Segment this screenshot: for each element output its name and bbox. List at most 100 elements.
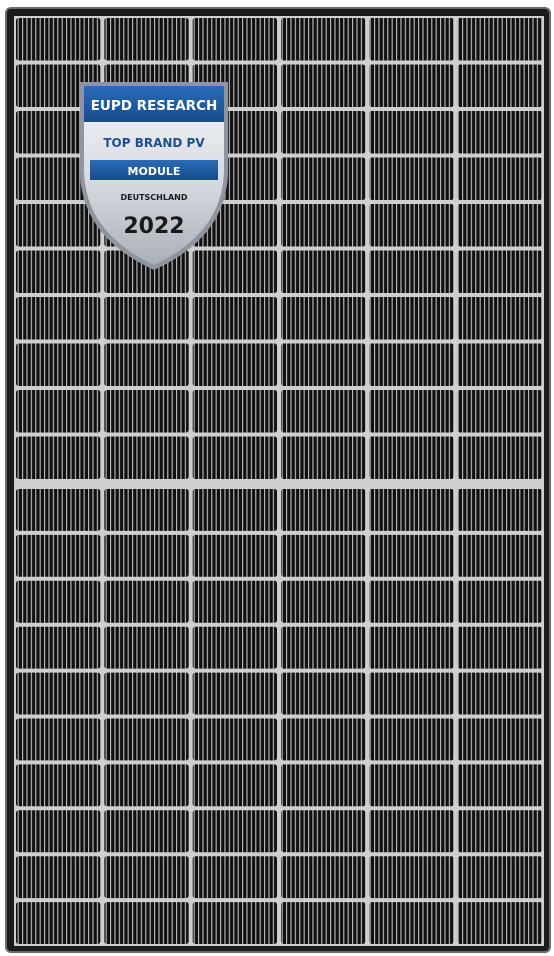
solar-cell [192, 436, 277, 479]
solar-cell [192, 856, 277, 899]
solar-cell [281, 810, 366, 853]
solar-cell [281, 297, 366, 340]
solar-cell [457, 764, 542, 807]
solar-cell [192, 626, 277, 669]
solar-cell [369, 297, 454, 340]
solar-cell [457, 718, 542, 761]
solar-cell [457, 250, 542, 293]
solar-cell [104, 580, 189, 623]
solar-cell [192, 718, 277, 761]
solar-cell [192, 580, 277, 623]
solar-cell [104, 534, 189, 577]
solar-cell [16, 297, 101, 340]
solar-cell [281, 856, 366, 899]
solar-cell [457, 297, 542, 340]
solar-cell [369, 764, 454, 807]
center-split-line [14, 481, 544, 487]
solar-cell [281, 534, 366, 577]
badge-category-text: MODULE [128, 165, 181, 178]
solar-cell [281, 157, 366, 200]
solar-cell [281, 718, 366, 761]
badge-category-band [90, 160, 218, 180]
cell-grid [16, 18, 542, 944]
solar-cell [192, 18, 277, 61]
solar-cell [104, 626, 189, 669]
solar-cell [281, 436, 366, 479]
solar-cell [281, 64, 366, 107]
solar-cell [457, 390, 542, 433]
solar-cell [281, 626, 366, 669]
solar-cell [457, 489, 542, 531]
solar-cell [369, 250, 454, 293]
solar-cell [104, 390, 189, 433]
solar-cell [192, 489, 277, 531]
solar-cell [104, 902, 189, 944]
solar-cell [457, 436, 542, 479]
badge-region-text: DEUTSCHLAND [120, 193, 187, 202]
solar-cell [369, 856, 454, 899]
solar-cell [369, 902, 454, 944]
solar-cell [369, 626, 454, 669]
solar-cell [104, 810, 189, 853]
solar-cell [104, 718, 189, 761]
solar-cell [104, 436, 189, 479]
solar-cell [192, 390, 277, 433]
solar-cell [16, 436, 101, 479]
solar-cell [16, 856, 101, 899]
solar-cell [281, 489, 366, 531]
solar-cell [369, 390, 454, 433]
solar-cell [369, 718, 454, 761]
solar-cell [104, 343, 189, 386]
solar-cell [104, 856, 189, 899]
solar-cell [16, 111, 101, 154]
solar-cell [16, 157, 101, 200]
solar-cell [369, 489, 454, 531]
solar-cell [192, 250, 277, 293]
solar-cell [16, 810, 101, 853]
solar-cell [369, 64, 454, 107]
award-badge: EUPD RESEARCH TOP BRAND PV MODULE DEUTSC… [80, 82, 228, 270]
solar-cell [457, 157, 542, 200]
solar-cell [369, 534, 454, 577]
solar-cell [369, 111, 454, 154]
solar-cell [457, 810, 542, 853]
solar-cell [281, 343, 366, 386]
solar-cell [16, 64, 101, 107]
solar-cell [457, 902, 542, 944]
solar-cell [192, 764, 277, 807]
solar-cell [104, 297, 189, 340]
solar-cell [16, 902, 101, 944]
solar-cell [281, 18, 366, 61]
solar-cell [16, 343, 101, 386]
solar-cell [457, 534, 542, 577]
solar-cell [16, 580, 101, 623]
solar-cell [16, 489, 101, 531]
solar-cell [369, 157, 454, 200]
badge-brand-band [84, 86, 224, 122]
solar-cell [192, 672, 277, 715]
solar-cell [16, 390, 101, 433]
solar-cell [281, 204, 366, 247]
solar-cell [192, 297, 277, 340]
solar-cell [457, 580, 542, 623]
solar-cell [457, 64, 542, 107]
solar-cell [457, 343, 542, 386]
solar-cell [369, 204, 454, 247]
solar-cell [104, 489, 189, 531]
solar-cell [457, 626, 542, 669]
solar-cell [281, 580, 366, 623]
solar-cell [281, 250, 366, 293]
solar-cell [281, 764, 366, 807]
solar-cell [192, 343, 277, 386]
solar-cell [16, 672, 101, 715]
solar-cell [457, 672, 542, 715]
solar-cell [369, 672, 454, 715]
solar-cell [281, 111, 366, 154]
solar-cell [16, 18, 101, 61]
solar-cell [457, 204, 542, 247]
solar-cell [104, 672, 189, 715]
solar-cell [16, 204, 101, 247]
badge-brand-text: EUPD RESEARCH [91, 98, 218, 114]
solar-cell [369, 580, 454, 623]
